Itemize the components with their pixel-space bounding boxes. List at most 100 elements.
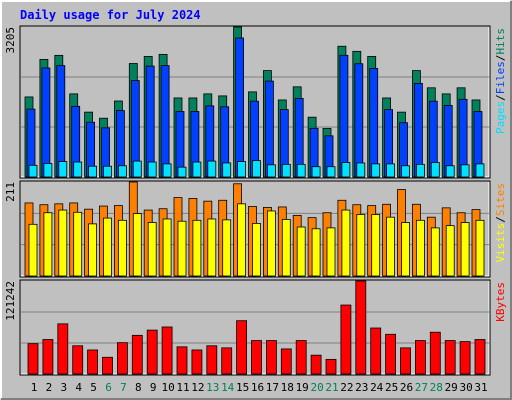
bar <box>413 82 423 178</box>
bar <box>474 339 486 375</box>
bar <box>415 163 425 178</box>
bar <box>296 163 306 178</box>
bar <box>102 356 113 375</box>
y-tick-label: 121242 <box>4 281 17 321</box>
legend-entry: Hits <box>494 28 507 55</box>
bar <box>339 54 349 178</box>
legend: KBytes <box>494 282 507 322</box>
bar <box>221 347 233 375</box>
bar <box>281 163 291 178</box>
x-tick-label: 9 <box>150 381 157 394</box>
bar <box>160 65 170 178</box>
x-tick-label: 28 <box>430 381 443 394</box>
x-tick-label: 21 <box>325 381 338 394</box>
bar <box>414 340 426 375</box>
bar <box>88 223 97 277</box>
x-tick-label: 31 <box>474 381 487 394</box>
bar <box>118 219 127 277</box>
bar <box>103 217 112 277</box>
bar <box>43 212 53 277</box>
x-tick-label: 8 <box>135 381 142 394</box>
bar <box>207 218 217 277</box>
bar <box>325 358 337 375</box>
bar <box>340 304 352 375</box>
bar <box>147 222 157 277</box>
bar <box>430 162 440 178</box>
legend-entry: Visits <box>494 223 507 263</box>
bar <box>429 331 441 375</box>
bar <box>251 340 262 375</box>
bar <box>237 161 247 178</box>
x-tick-label: 4 <box>75 381 82 394</box>
bar <box>475 163 485 178</box>
x-tick-label: 18 <box>281 381 294 394</box>
legend-entry: Pages <box>494 101 507 134</box>
bar <box>401 165 410 178</box>
bar <box>88 165 97 178</box>
bar <box>281 219 291 277</box>
bar <box>445 225 455 277</box>
bar <box>145 65 155 178</box>
bar <box>57 323 69 375</box>
bar <box>401 222 410 277</box>
bar <box>27 343 39 375</box>
bar <box>326 227 336 277</box>
x-tick-label: 11 <box>176 381 189 394</box>
bar <box>28 223 38 277</box>
bar <box>132 160 142 178</box>
x-tick-label: 16 <box>251 381 264 394</box>
bar <box>73 211 83 277</box>
bar <box>132 213 142 277</box>
bar <box>252 160 261 178</box>
x-tick-label: 25 <box>385 381 398 394</box>
x-tick-label: 2 <box>46 381 53 394</box>
bar <box>58 209 68 277</box>
bar <box>310 354 322 375</box>
bar <box>370 327 382 375</box>
x-tick-label: 23 <box>355 381 368 394</box>
bar <box>41 67 51 178</box>
bar <box>415 219 425 277</box>
x-tick-label: 6 <box>105 381 112 394</box>
x-tick-label: 20 <box>310 381 323 394</box>
bar <box>264 80 274 178</box>
bar <box>87 349 98 375</box>
bar <box>311 166 321 178</box>
x-tick-label: 19 <box>296 381 309 394</box>
x-tick-label: 27 <box>415 381 428 394</box>
bar <box>460 164 470 178</box>
bar <box>43 163 53 178</box>
bar <box>192 161 202 178</box>
bar <box>131 334 143 375</box>
x-tick-label: 5 <box>90 381 97 394</box>
bar <box>475 219 485 277</box>
bar <box>192 219 202 277</box>
bar <box>326 166 336 178</box>
y-tick-label: 211 <box>4 182 17 202</box>
x-tick-label: 24 <box>370 381 384 394</box>
x-tick-label: 3 <box>60 381 67 394</box>
x-tick-label: 13 <box>206 381 219 394</box>
legend-separator: / <box>494 55 507 62</box>
bar <box>162 163 172 178</box>
bar <box>371 214 381 277</box>
bar <box>385 333 397 375</box>
bar <box>400 347 411 375</box>
x-tick-label: 29 <box>445 381 458 394</box>
bar <box>177 166 187 178</box>
legend: Pages/Files/Hits <box>494 28 507 134</box>
x-tick-label: 12 <box>191 381 204 394</box>
bar <box>42 339 54 375</box>
bar <box>280 348 292 375</box>
x-tick-label: 30 <box>459 381 472 394</box>
bar <box>235 37 245 178</box>
bar <box>147 161 157 178</box>
chart-title: Daily usage for July 2024 <box>20 8 201 22</box>
bar <box>369 68 379 178</box>
bar <box>207 160 217 178</box>
x-tick-label: 17 <box>266 381 279 394</box>
bar <box>296 226 306 277</box>
